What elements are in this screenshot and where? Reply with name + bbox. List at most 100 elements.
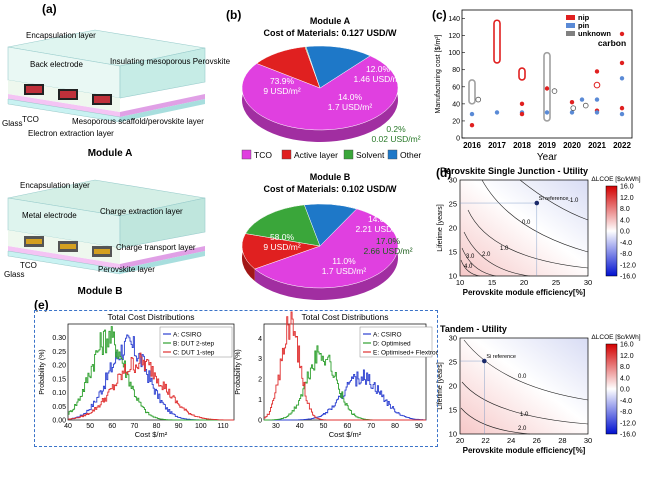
pie-cost-label: 9 USD/m² (263, 86, 300, 96)
data-point-unknown (475, 96, 482, 103)
pie-slice-tco (254, 208, 399, 289)
module-a-label-back-electrode: Back electrode (30, 60, 83, 69)
pie-a-cost: Cost of Materials: 0.127 USD/W (263, 28, 397, 38)
module-b-cell-1-layers (26, 239, 42, 244)
x-tick-label: 2022 (613, 141, 631, 150)
panel-label-c: (c) (432, 8, 447, 22)
contour-line (519, 179, 589, 221)
distribution-series-0 (68, 334, 234, 421)
y-axis-label: Manufacturing cost [$/m²] (435, 34, 442, 113)
data-point-unknown (570, 105, 577, 111)
y-tick-label: 100 (448, 50, 460, 57)
colorbar-tick: -4.0 (620, 240, 632, 247)
legend-swatch-pin (566, 23, 575, 28)
pie-cost-label: 0.02 USD/m² (371, 134, 420, 144)
y-tick-label: 0 (258, 418, 262, 425)
x-tick-label: 30 (272, 423, 280, 430)
pie-value-label: 17.0% (376, 236, 401, 246)
y-tick-label: 3 (258, 356, 262, 363)
module-a-cell-2-perovskite (60, 91, 76, 98)
x-tick-label: 10 (456, 278, 464, 287)
distribution-plot-left: Total Cost Distributions 40 50 60 70 80 90 100 1… (39, 312, 235, 439)
data-point-nip (569, 99, 575, 105)
legend-swatch-other (387, 149, 398, 160)
colorbar (605, 185, 618, 277)
legend-swatch-active-layer (281, 149, 292, 160)
x-tick-label: 2019 (538, 141, 556, 150)
legend-swatch-solvent (343, 149, 354, 160)
data-point-nip (519, 101, 525, 107)
data-point-pin (544, 110, 550, 115)
heatmap-field (459, 179, 589, 277)
module-a-label-glass: Glass (2, 119, 22, 128)
data-point-nip (594, 69, 600, 74)
x-tick-label: 2018 (513, 141, 531, 150)
module-a-schematic: Encapsulation layer Back electrode Insul… (2, 29, 230, 159)
x-tick-label: 80 (153, 423, 161, 430)
module-a-side-face (119, 47, 206, 99)
colorbar-tick: -8.0 (620, 251, 632, 258)
scatter-frame (461, 9, 633, 139)
module-a-label-encapsulation: Encapsulation layer (26, 31, 96, 40)
legend-label: unknown (578, 29, 611, 38)
colorbar-label: ΔLCOE [$c/kWh] (591, 334, 640, 341)
lcoe-heatmaps: Perovskite Single Junction - Utility -1.0… (437, 166, 641, 455)
x-tick-label: 2021 (588, 141, 606, 150)
y-axis-label: Lifetime [years] (437, 204, 444, 252)
y-tick-label: 0.25 (52, 349, 66, 356)
colorbar-tick: 16.0 (620, 184, 634, 191)
colorbar-tick: -12.0 (620, 262, 636, 269)
x-tick-label: 26 (533, 436, 541, 445)
module-b-tco (8, 246, 120, 269)
x-tick-label: 70 (367, 423, 375, 430)
colorbar-tick: 4.0 (620, 217, 630, 224)
y-tick-label: 4 (258, 336, 262, 343)
x-tick-label: 22 (481, 436, 489, 445)
data-point-nip (619, 31, 625, 37)
cost-scatter: 0 20 40 60 80 100 120 140 2016 2017 2018 2019 2020 20… (435, 9, 633, 163)
pie-slice-solvent (245, 204, 321, 247)
y-tick-label: 0.10 (52, 390, 66, 397)
contour-line (460, 259, 481, 277)
contour-line (481, 179, 589, 253)
pie-value-label: 73.9% (270, 76, 295, 86)
x-tick-label: 24 (507, 436, 515, 445)
y-tick-label: 15 (449, 406, 457, 415)
x-tick-label: 2016 (463, 141, 481, 150)
x-tick-label: 80 (391, 423, 399, 430)
range-bar (543, 51, 551, 122)
y-axis-label: Probability (%) (39, 349, 46, 395)
y-axis-label: Lifetime [years] (437, 362, 444, 410)
module-a-label-insulating: Insulating mesoporous Perovskite layer (110, 57, 230, 66)
contour-line (463, 339, 589, 401)
pie-slice-other (305, 45, 371, 89)
x-tick-label: 110 (217, 423, 228, 430)
y-tick-label: 25 (449, 200, 457, 209)
pie-legend: TCO Active layer Solvent Other (241, 149, 421, 160)
data-point-nip (619, 60, 625, 66)
data-point-pin (569, 110, 575, 115)
y-tick-label: 1 (258, 397, 262, 404)
data-point-pin (594, 110, 600, 115)
contour-line (461, 381, 589, 425)
legend-label: C: DUT 1-step (173, 350, 215, 357)
colorbar-tick: 12.0 (620, 353, 634, 360)
x-axis-label: Year (537, 152, 558, 163)
pie-value-label: 14.0% (368, 214, 393, 224)
data-point-pin (469, 111, 475, 117)
heatmap-field (459, 337, 589, 435)
pie-cost-label: 9 USD/m² (263, 242, 300, 252)
data-point-pin (619, 111, 625, 117)
contour-label: 2.0 (518, 426, 527, 432)
y-tick-label: 20 (449, 382, 457, 391)
distribution-legend (159, 326, 233, 358)
pie-cost-label: 2.21 USD/m² (355, 224, 404, 234)
module-b-tco-side (120, 246, 205, 269)
legend-label: E: Optimised+ Flextrode (373, 350, 438, 357)
legend-label: Other (400, 150, 421, 160)
legend-label: TCO (254, 150, 272, 160)
colorbar-tick: 0.0 (620, 387, 630, 394)
x-axis-label: Perovskite module efficiency[%] (463, 288, 586, 297)
legend-label: B: DUT 2-step (173, 341, 214, 348)
